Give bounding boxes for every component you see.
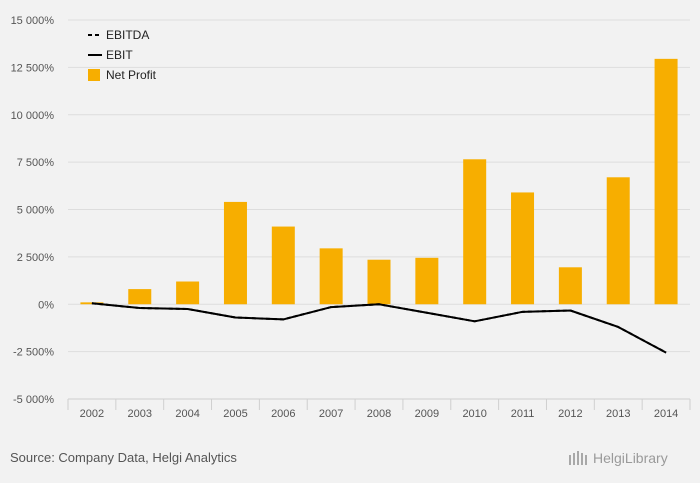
brand-logo[interactable]: HelgiLibrary [568,450,668,466]
y-tick-label: 7 500% [17,157,55,169]
y-tick-label: 15 000% [11,15,55,27]
legend-swatch-net-profit [88,69,100,81]
x-tick-label: 2008 [367,408,391,420]
bar-net-profit[interactable] [128,289,152,305]
x-tick-label: 2014 [654,408,678,420]
x-tick-label: 2002 [80,408,104,420]
bar-net-profit[interactable] [606,177,630,305]
line-ebit[interactable] [91,302,667,354]
brand-name: HelgiLibrary [593,450,668,466]
legend-label[interactable]: EBITDA [106,28,149,42]
source-note: Source: Company Data, Helgi Analytics [10,450,237,465]
x-tick-label: 2005 [223,408,247,420]
x-tick-label: 2013 [606,408,630,420]
bar-net-profit[interactable] [271,226,295,305]
x-tick-label: 2011 [511,408,535,420]
legend-label[interactable]: Net Profit [106,68,157,82]
x-tick-label: 2009 [415,408,439,420]
bar-net-profit[interactable] [176,281,200,305]
y-tick-label: 5 000% [17,205,55,217]
x-tick-label: 2003 [128,408,152,420]
library-icon [569,451,587,465]
y-tick-label: 2 500% [17,252,55,264]
bar-net-profit[interactable] [558,267,582,305]
bar-net-profit[interactable] [415,257,439,305]
x-tick-label: 2010 [462,408,486,420]
bar-net-profit[interactable] [223,201,247,305]
chart-svg: 15 000% 12 500% 10 000% 7 500% 5 000% 2 500% 0… [11,15,691,420]
y-tick-label: -2 500% [13,347,54,359]
y-tick-label: 12 500% [11,62,55,74]
bar-net-profit[interactable] [319,248,343,305]
bar-net-profit[interactable] [654,58,678,305]
bar-net-profit[interactable] [511,192,535,305]
x-tick-label: 2006 [271,408,295,420]
bar-net-profit[interactable] [367,259,391,305]
x-tick-label: 2007 [319,408,343,420]
y-tick-label: 10 000% [11,110,55,122]
y-tick-label: 0% [38,299,54,311]
x-tick-label: 2012 [558,408,582,420]
line-ebitda[interactable] [91,302,667,354]
y-tick-label: -5 000% [13,394,54,406]
legend-label[interactable]: EBIT [106,48,133,62]
x-tick-label: 2004 [175,408,199,420]
bar-net-profit[interactable] [463,159,487,305]
